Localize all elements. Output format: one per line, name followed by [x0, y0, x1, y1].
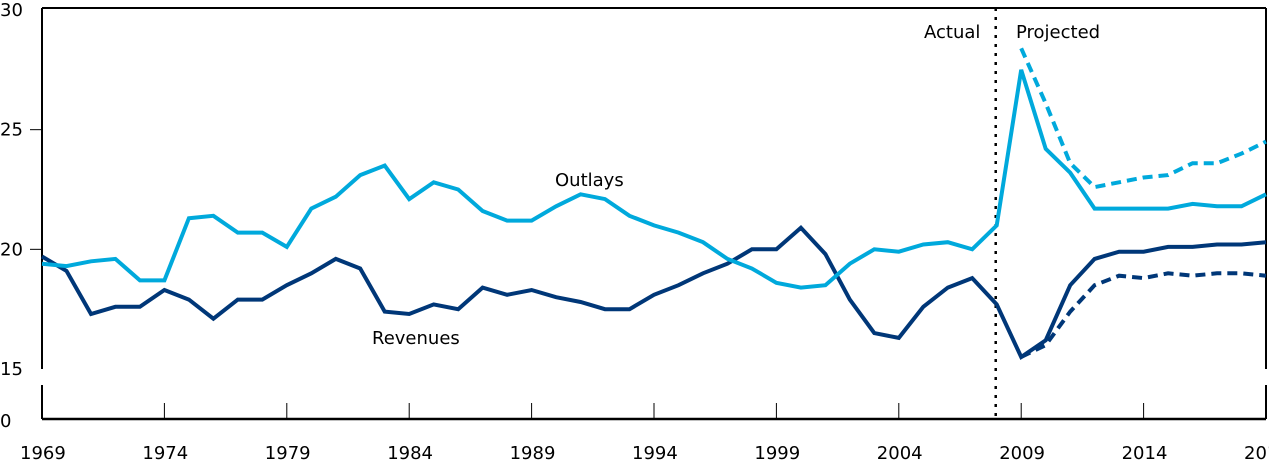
x-tick-label: 1989	[510, 443, 556, 461]
x-tick-label: 1979	[265, 443, 311, 461]
x-tick-label: 1969	[20, 443, 66, 461]
revenues-dashed-line	[1020, 271, 1267, 359]
series-layer	[40, 47, 1267, 360]
labels: Actual Projected Outlays Revenues	[372, 22, 1100, 349]
x-tick-label: 1994	[632, 443, 678, 461]
x-tick-label: 2004	[877, 443, 923, 461]
y-tick-label: 15	[0, 359, 23, 380]
y-tick-label: 0	[0, 411, 11, 432]
x-tick-label: 1984	[387, 443, 433, 461]
annotation-outlays: Outlays	[555, 170, 624, 191]
y-tick-label: 30	[0, 0, 23, 21]
x-tick-label: 1974	[142, 443, 188, 461]
x-tick-label: 2019	[1244, 443, 1269, 461]
revenues-solid-line	[40, 225, 1267, 360]
x-tick-label: 2009	[999, 443, 1045, 461]
y-tick-label: 25	[0, 120, 23, 141]
x-tick-label: 2014	[1122, 443, 1168, 461]
outlays-dashed-line	[1019, 47, 1267, 190]
annotation-projected: Projected	[1016, 22, 1100, 43]
annotation-actual: Actual	[924, 22, 980, 43]
annotation-revenues: Revenues	[372, 328, 460, 349]
y-tick-label: 20	[0, 239, 23, 260]
x-tick-label: 1999	[754, 443, 800, 461]
outlays-solid-line	[41, 69, 1267, 290]
